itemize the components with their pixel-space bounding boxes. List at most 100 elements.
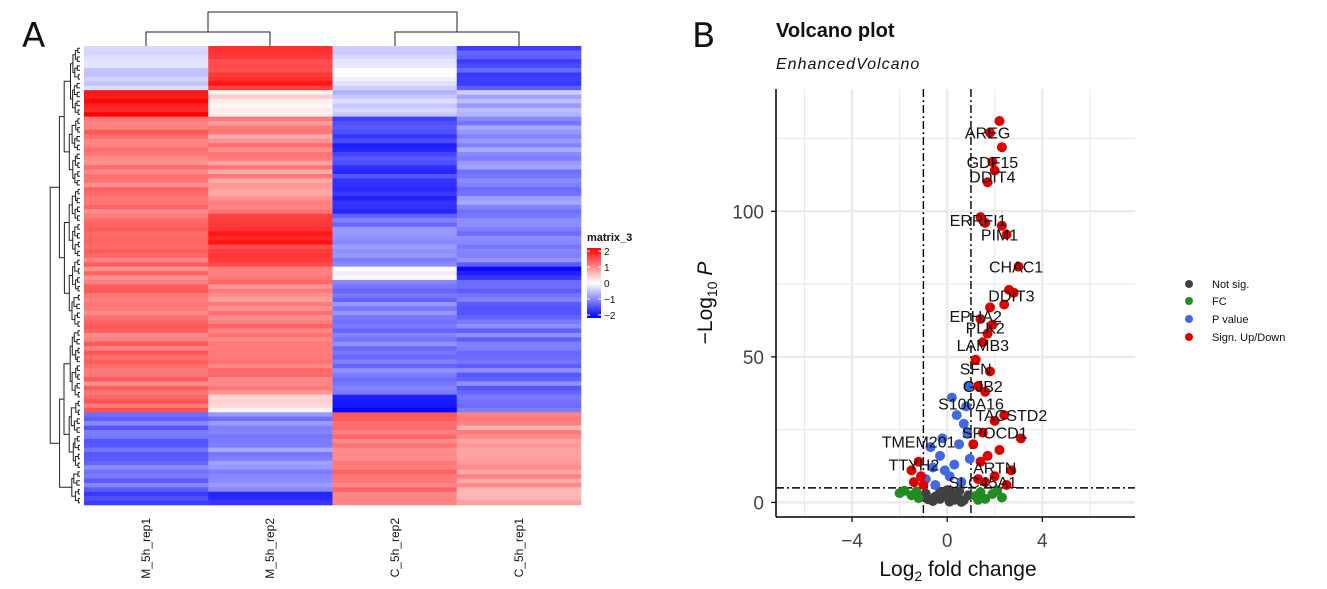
heatmap-cell bbox=[456, 103, 582, 109]
heatmap-cell bbox=[84, 359, 209, 365]
row-dendrogram-branch bbox=[77, 489, 80, 495]
heatmap-cell bbox=[208, 76, 333, 82]
heatmap-cell bbox=[456, 178, 582, 184]
heatmap-cell bbox=[208, 107, 333, 113]
heatmap-cell bbox=[456, 50, 582, 56]
dendrogram-branch-m bbox=[145, 31, 271, 46]
heatmap-cell bbox=[84, 478, 209, 484]
heatmap-cell bbox=[332, 429, 458, 435]
heatmap-cell bbox=[84, 196, 209, 201]
row-dendrogram-branch bbox=[59, 398, 72, 488]
heatmap-cell bbox=[332, 112, 458, 117]
heatmap-cell bbox=[208, 68, 333, 73]
heatmap-cell bbox=[208, 160, 333, 166]
heatmap-cell bbox=[84, 469, 209, 475]
heatmap-cell bbox=[332, 187, 458, 192]
gene-label: TMEM201 bbox=[882, 434, 956, 451]
row-dendrogram-branch bbox=[76, 356, 80, 363]
heatmap-cell bbox=[84, 98, 209, 104]
heatmap-cell bbox=[332, 354, 458, 360]
heatmap-cell bbox=[208, 262, 333, 267]
heatmap-cell bbox=[84, 235, 209, 241]
row-dendrogram-branch bbox=[77, 471, 80, 477]
heatmap-legend-tick: −2 bbox=[604, 311, 616, 322]
x-axis-title-suffix: fold change bbox=[922, 558, 1036, 581]
column-label-c-5h-rep2: C_5h_rep2 bbox=[388, 518, 402, 578]
row-dendrogram-branch bbox=[77, 188, 80, 195]
heatmap-cell bbox=[456, 500, 582, 506]
heatmap-cell bbox=[208, 447, 333, 453]
point-fc bbox=[973, 494, 984, 505]
point-sign-up-down bbox=[989, 471, 1000, 482]
point-sign-up-down bbox=[996, 220, 1007, 231]
legend-label-not-sig: Not sig. bbox=[1212, 279, 1249, 291]
point-p-value bbox=[949, 459, 960, 470]
heatmap-cell bbox=[332, 50, 458, 56]
heatmap-cell bbox=[456, 129, 582, 135]
point-sign-up-down bbox=[989, 415, 1000, 426]
row-dendrogram-branch bbox=[76, 144, 80, 151]
point-not-sig bbox=[954, 486, 965, 497]
point-fc bbox=[894, 488, 905, 499]
heatmap-cell bbox=[456, 346, 582, 351]
row-dendrogram-branch bbox=[77, 347, 80, 354]
heatmap-cell bbox=[84, 416, 209, 422]
point-sign-up-down bbox=[982, 328, 993, 339]
point-fc bbox=[996, 492, 1007, 503]
heatmap-cell bbox=[84, 103, 209, 109]
heatmap-cell bbox=[84, 315, 209, 320]
heatmap-cell bbox=[332, 218, 458, 223]
row-dendrogram-branch bbox=[76, 91, 80, 98]
point-sign-up-down bbox=[973, 381, 984, 391]
heatmap-cell bbox=[84, 368, 209, 373]
heatmap-cell bbox=[456, 156, 582, 162]
point-p-value bbox=[961, 401, 972, 412]
heatmap-cell bbox=[84, 482, 209, 488]
heatmap-cell bbox=[332, 301, 458, 307]
heatmap-cell bbox=[456, 173, 582, 179]
heatmap-cell bbox=[84, 306, 209, 312]
heatmap-cell bbox=[84, 222, 209, 228]
volcano-title: Volcano plot bbox=[776, 20, 895, 42]
heatmap-cell bbox=[332, 341, 458, 347]
heatmap-cell bbox=[208, 429, 333, 435]
heatmap-cell bbox=[208, 213, 333, 219]
heatmap-cell bbox=[84, 151, 209, 157]
heatmap-cell bbox=[456, 443, 582, 448]
heatmap-cell bbox=[84, 266, 209, 272]
heatmap-cell bbox=[456, 279, 582, 285]
point-sign-up-down bbox=[968, 439, 979, 450]
row-dendrogram-branch bbox=[77, 453, 80, 460]
heatmap-cell bbox=[456, 403, 582, 409]
point-p-value bbox=[951, 410, 962, 421]
heatmap-cell bbox=[456, 90, 582, 95]
row-dendrogram-branch bbox=[77, 206, 80, 212]
heatmap-cell bbox=[456, 134, 582, 139]
heatmap-cell bbox=[332, 222, 458, 228]
heatmap-cell bbox=[208, 416, 333, 422]
heatmap-cell bbox=[84, 341, 209, 347]
point-sign-up-down bbox=[1015, 433, 1026, 444]
point-sign-up-down bbox=[982, 450, 993, 461]
gene-label: TTYH2 bbox=[889, 458, 940, 475]
heatmap-cell bbox=[456, 421, 582, 426]
heatmap-legend-title: matrix_3 bbox=[587, 232, 632, 244]
legend-label-p-value: P value bbox=[1212, 314, 1249, 326]
heatmap-cell bbox=[208, 319, 333, 325]
heatmap-cell bbox=[208, 443, 333, 448]
heatmap-cell bbox=[332, 284, 458, 290]
heatmap-column-dendrogram bbox=[145, 11, 520, 46]
heatmap-cell bbox=[84, 390, 209, 395]
heatmap-cell bbox=[332, 147, 458, 153]
heatmap-cell bbox=[456, 213, 582, 219]
point-sign-up-down bbox=[980, 217, 991, 228]
heatmap-cell bbox=[456, 456, 582, 462]
heatmap-cell bbox=[456, 76, 582, 82]
gene-label: CHAC1 bbox=[989, 260, 1043, 277]
row-dendrogram-branch bbox=[76, 365, 80, 371]
point-p-value bbox=[963, 381, 974, 391]
heatmap-cell bbox=[332, 412, 458, 418]
point-sign-up-down bbox=[982, 177, 993, 188]
heatmap-cell bbox=[456, 257, 582, 263]
